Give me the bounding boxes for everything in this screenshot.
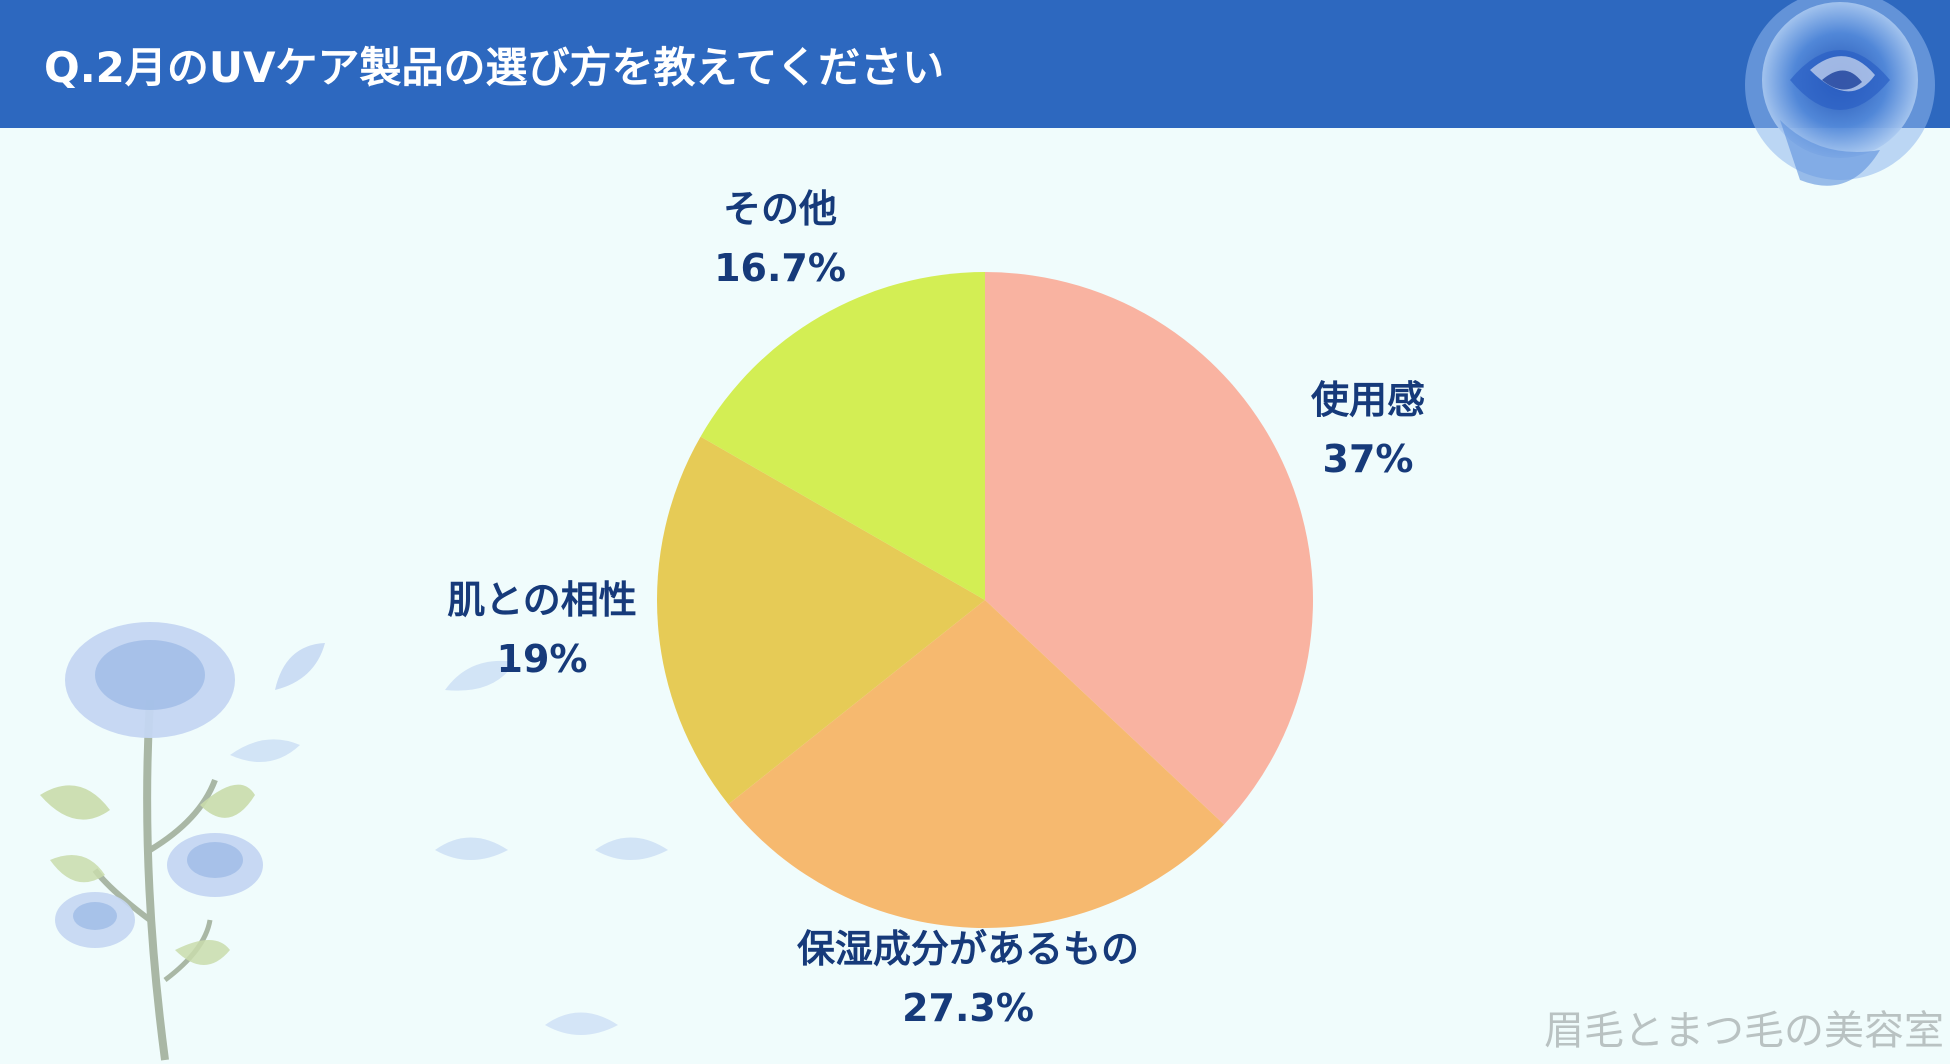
- slice-label-1: 保湿成分があるもの: [797, 927, 1139, 971]
- pie-slices: [657, 272, 1313, 928]
- slice-label-group-1: 保湿成分があるもの 27.3%: [797, 927, 1139, 1030]
- watermark: 眉毛とまつ毛の美容室: [1544, 1008, 1944, 1054]
- pie-slice-0: [985, 272, 1313, 825]
- slice-value-1: 27.3%: [902, 986, 1034, 1030]
- page-title: Q.2月のUVケア製品の選び方を教えてください: [44, 43, 945, 92]
- petal-icon: [445, 660, 515, 691]
- petal-icon: [435, 837, 508, 860]
- header-bar: Q.2月のUVケア製品の選び方を教えてください: [0, 0, 1950, 128]
- blue-rose-icon: [1745, 0, 1935, 186]
- slice-label-0: 使用感: [1311, 378, 1425, 422]
- petal-icon: [595, 837, 668, 860]
- pie-slice-1: [728, 600, 1225, 928]
- pie-slice-2: [657, 436, 985, 805]
- petal-icon: [275, 643, 325, 690]
- slice-label-3: その他: [723, 187, 837, 231]
- blue-rose-branch-icon: [40, 622, 263, 1061]
- slice-value-3: 16.7%: [714, 246, 846, 290]
- slice-label-group-2: 肌との相性 19%: [447, 578, 637, 681]
- slice-label-group-3: その他 16.7%: [714, 187, 846, 290]
- petal-icon: [545, 1012, 618, 1035]
- slice-label-2: 肌との相性: [447, 578, 637, 622]
- slice-value-0: 37%: [1323, 437, 1414, 481]
- petal-icon: [230, 739, 300, 763]
- slice-label-group-0: 使用感 37%: [1311, 378, 1425, 481]
- slice-value-2: 19%: [497, 637, 588, 681]
- pie-slice-3: [700, 272, 985, 600]
